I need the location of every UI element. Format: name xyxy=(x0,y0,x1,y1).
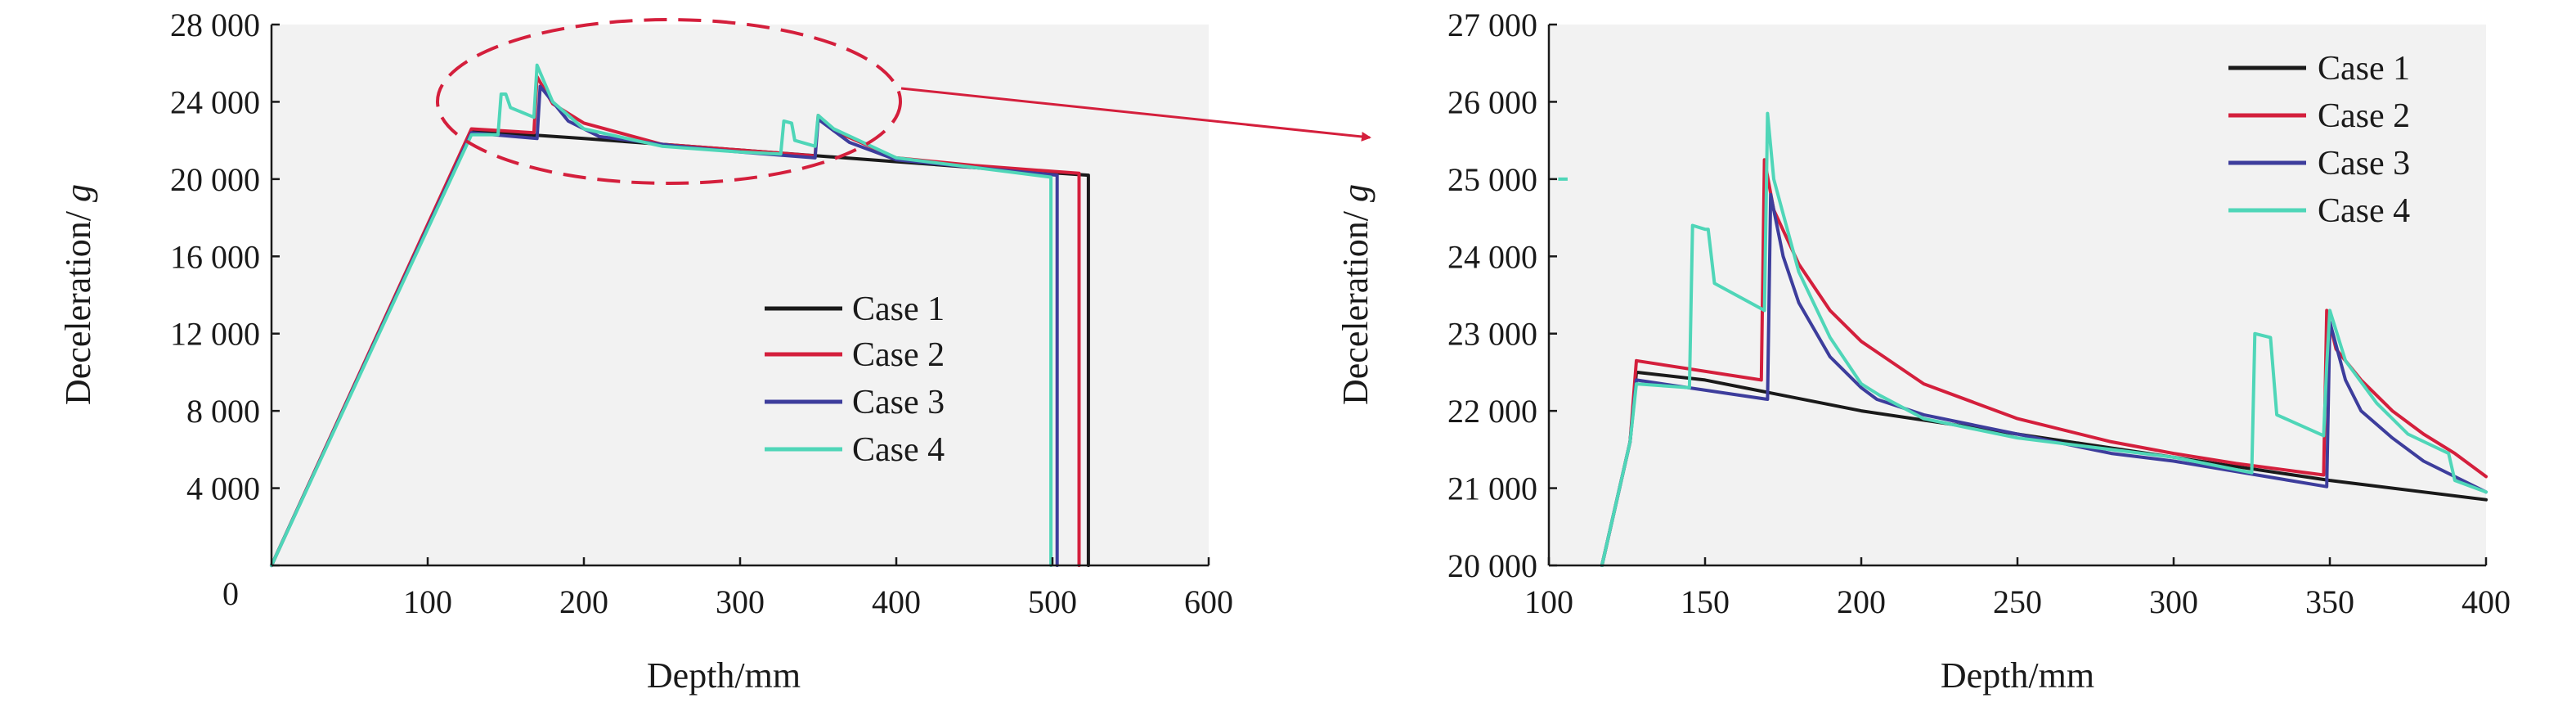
x-tick-label-left: 600 xyxy=(1184,583,1233,620)
x-axis-label-left: Depth/mm xyxy=(647,655,801,696)
y-tick-label-right: 26 000 xyxy=(1447,83,1537,120)
y-tick-label-left: 20 000 xyxy=(170,161,260,198)
legend-left: Case 1 Case 2 Case 3 Case 4 xyxy=(765,290,945,469)
series-group-right xyxy=(1558,111,2488,567)
legend-label-case-1-left: Case 1 xyxy=(852,290,945,328)
x-tick-label-right: 300 xyxy=(2149,583,2198,620)
plot-area-right xyxy=(1549,25,2486,565)
y-tick-label-right: 22 000 xyxy=(1447,393,1537,430)
x-tick-label-left: 200 xyxy=(559,583,608,620)
legend-label-case-4-left: Case 4 xyxy=(852,431,945,469)
x-tick-label-right: 350 xyxy=(2305,583,2354,620)
y-tick-label-left: 28 000 xyxy=(170,7,260,43)
x-tick-label-right: 200 xyxy=(1837,583,1886,620)
origin-tick-label-left: 0 xyxy=(222,575,239,612)
y-axis-label-unit-left: g xyxy=(58,184,98,202)
y-tick-label-right: 23 000 xyxy=(1447,316,1537,353)
x-tick-label-left: 300 xyxy=(716,583,765,620)
x-tick-label-right: 250 xyxy=(1993,583,2042,620)
y-tick-label-left: 4 000 xyxy=(186,471,260,507)
y-axis-label-unit-right: g xyxy=(1335,184,1376,202)
y-tick-label-right: 20 000 xyxy=(1447,547,1537,584)
y-tick-label-left: 12 000 xyxy=(170,316,260,353)
series-line-case-2-right xyxy=(1600,158,2488,567)
y-axis-label-right: Deceleration/ g xyxy=(1335,184,1376,405)
legend-label-case-2-right: Case 2 xyxy=(2318,97,2410,135)
y-axis-label-left: Deceleration/ g xyxy=(58,184,98,405)
series-line-case-3-right xyxy=(1600,192,2488,567)
x-tick-label-right: 150 xyxy=(1681,583,1730,620)
chart-right: 20 000 21 000 22 000 23 000 24 000 25 000 26 0… xyxy=(1335,7,2511,696)
x-tick-label-left: 100 xyxy=(403,583,452,620)
series-group-left xyxy=(270,63,1090,567)
x-tick-label-left: 400 xyxy=(872,583,921,620)
zoom-ellipse xyxy=(436,18,902,185)
y-tick-label-right: 21 000 xyxy=(1447,471,1537,507)
legend-label-case-3-left: Case 3 xyxy=(852,384,945,421)
x-tick-label-left: 500 xyxy=(1028,583,1077,620)
zoom-indicator xyxy=(436,18,1371,185)
x-axis-label-right: Depth/mm xyxy=(1941,655,2094,696)
x-tick-label-right: 100 xyxy=(1524,583,1573,620)
x-ticks-left: 100 200 300 400 500 600 0 xyxy=(222,557,1233,620)
y-ticks-left: 4 000 8 000 12 000 16 000 20 000 24 000 28 000 xyxy=(170,7,280,567)
y-axis-label-right-text: Deceleration/ xyxy=(1335,210,1376,405)
legend-label-case-3-right: Case 3 xyxy=(2318,145,2410,182)
y-tick-label-left: 8 000 xyxy=(186,393,260,430)
legend-label-case-4-right: Case 4 xyxy=(2318,192,2410,230)
y-tick-label-right: 24 000 xyxy=(1447,238,1537,275)
x-ticks-right: 100 150 200 250 300 350 400 xyxy=(1524,557,2511,620)
y-ticks-right: 20 000 21 000 22 000 23 000 24 000 25 000 26 0… xyxy=(1447,7,1557,584)
series-line-case-4-left xyxy=(270,63,1053,567)
y-tick-label-right: 25 000 xyxy=(1447,161,1537,198)
legend-label-case-2-left: Case 2 xyxy=(852,336,945,374)
legend-right: Case 1 Case 2 Case 3 Case 4 xyxy=(2228,50,2410,230)
x-tick-label-right: 400 xyxy=(2462,583,2511,620)
series-line-case-4-right xyxy=(1600,111,2488,567)
zoom-arrow xyxy=(900,87,1371,142)
y-axis-label-left-text: Deceleration/ xyxy=(58,210,98,405)
y-tick-label-left: 16 000 xyxy=(170,238,260,275)
y-tick-label-right: 27 000 xyxy=(1447,7,1537,43)
y-tick-label-left: 24 000 xyxy=(170,83,260,120)
chart-left: 4 000 8 000 12 000 16 000 20 000 24 000 28 000… xyxy=(58,7,1233,696)
legend-label-case-1-right: Case 1 xyxy=(2318,50,2410,88)
